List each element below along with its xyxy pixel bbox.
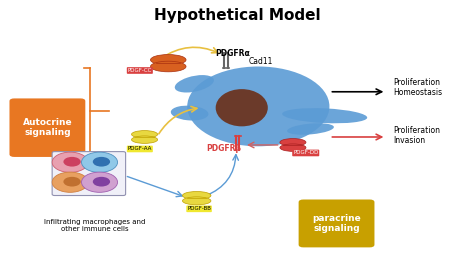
Circle shape: [82, 152, 118, 172]
Text: Infiltrating macrophages and
other immune cells: Infiltrating macrophages and other immun…: [44, 219, 146, 232]
Circle shape: [93, 177, 110, 186]
FancyBboxPatch shape: [299, 200, 374, 247]
Circle shape: [52, 152, 88, 172]
Text: Proliferation
Invasion: Proliferation Invasion: [393, 126, 440, 145]
Ellipse shape: [175, 75, 214, 93]
Ellipse shape: [187, 66, 329, 146]
FancyBboxPatch shape: [52, 152, 126, 196]
Text: Autocrine
signaling: Autocrine signaling: [23, 118, 72, 137]
Text: Hypothetical Model: Hypothetical Model: [154, 8, 320, 23]
Text: PDGF-CC: PDGF-CC: [128, 68, 152, 73]
Ellipse shape: [182, 192, 211, 200]
Ellipse shape: [182, 197, 211, 205]
Text: PDGFRα: PDGFRα: [216, 49, 250, 58]
Text: PDGFRβ: PDGFRβ: [206, 144, 241, 153]
Circle shape: [93, 157, 110, 167]
Circle shape: [52, 172, 88, 192]
Text: Proliferation
Homeostasis: Proliferation Homeostasis: [393, 78, 443, 97]
Ellipse shape: [280, 139, 306, 146]
Ellipse shape: [150, 55, 186, 65]
Ellipse shape: [280, 144, 306, 151]
Text: PDGF-AA: PDGF-AA: [128, 147, 152, 151]
Ellipse shape: [287, 123, 334, 135]
Ellipse shape: [171, 106, 209, 120]
Circle shape: [64, 177, 81, 186]
Text: Cad11: Cad11: [249, 57, 273, 66]
Text: PDGF-DD: PDGF-DD: [293, 151, 319, 155]
Ellipse shape: [216, 89, 268, 126]
Circle shape: [64, 157, 81, 167]
Text: PDGF-BB: PDGF-BB: [187, 206, 211, 211]
Ellipse shape: [131, 131, 157, 138]
Ellipse shape: [150, 61, 186, 72]
Ellipse shape: [282, 108, 367, 123]
Ellipse shape: [131, 136, 157, 143]
Circle shape: [82, 172, 118, 192]
FancyBboxPatch shape: [9, 98, 85, 157]
Text: paracrine
signaling: paracrine signaling: [312, 214, 361, 233]
